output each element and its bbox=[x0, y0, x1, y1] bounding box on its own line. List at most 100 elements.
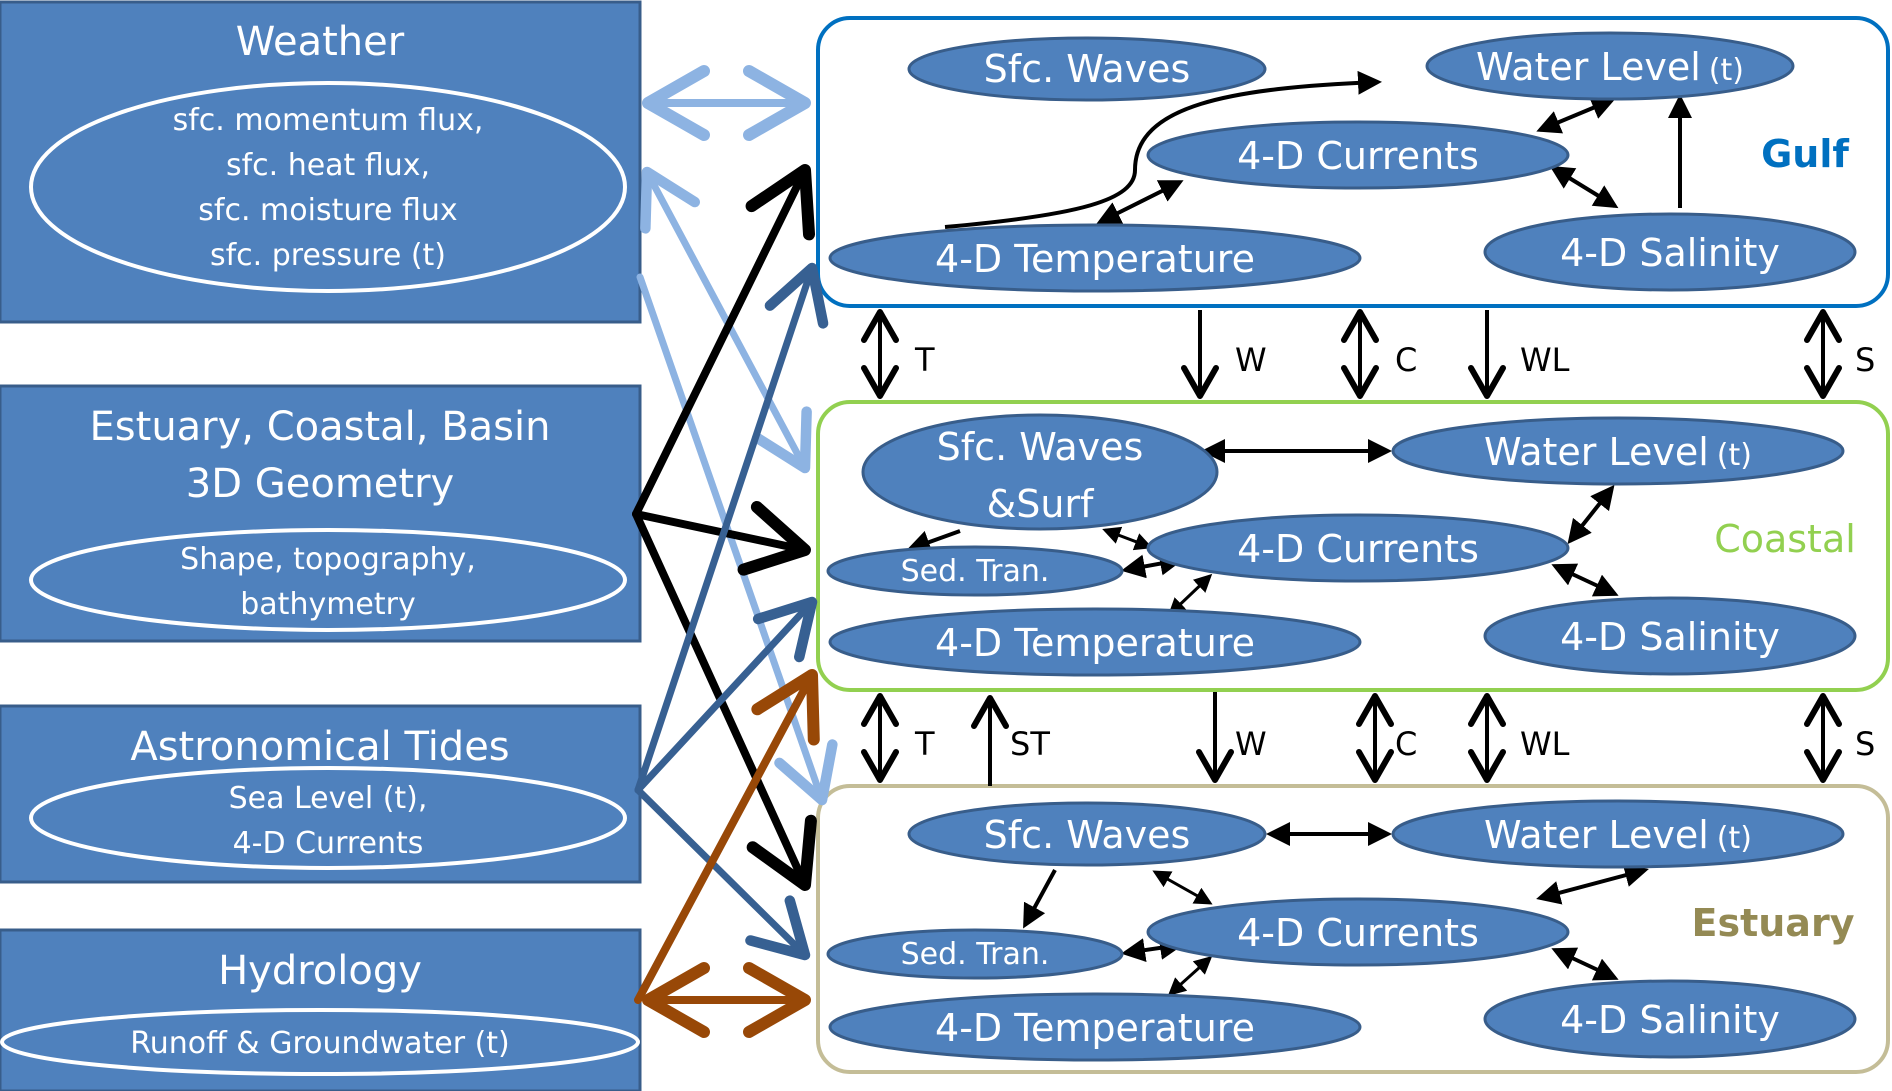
geometry-line-1: Shape, topography, bbox=[180, 542, 476, 577]
tides-to-gulf-arrow bbox=[634, 262, 829, 794]
gulf-currents-label: 4-D Currents bbox=[1237, 134, 1479, 178]
coastal-node-temperature: 4-D Temperature bbox=[828, 607, 1362, 677]
geometry-box: Estuary, Coastal, Basin 3D Geometry Shap… bbox=[0, 384, 642, 643]
exchange-label-w-upper: W bbox=[1235, 341, 1267, 379]
gulf-temp-to-waterlevel-arrow bbox=[944, 70, 1382, 229]
gulf-label: Gulf bbox=[1761, 132, 1849, 176]
geometry-to-gulf-arrow bbox=[632, 164, 816, 518]
gulf-temp-currents-arrow bbox=[1096, 180, 1184, 224]
coastal-waterlevel-currents-arrow bbox=[1567, 484, 1615, 545]
exchange-label-c-lower: C bbox=[1395, 725, 1417, 763]
exchange-label-s-upper: S bbox=[1855, 341, 1875, 379]
exchange-label-s-lower: S bbox=[1855, 725, 1875, 763]
estuary-label: Estuary bbox=[1692, 901, 1855, 945]
weather-title: Weather bbox=[236, 19, 405, 65]
tides-line-1: Sea Level (t), bbox=[229, 781, 428, 816]
coastal-node-salinity: 4-D Salinity bbox=[1483, 596, 1857, 676]
coastal-node-waves: Sfc. Waves &Surf bbox=[861, 413, 1219, 531]
exchange-label-wl-upper: WL bbox=[1520, 341, 1570, 379]
gulf-waves-label: Sfc. Waves bbox=[984, 47, 1191, 91]
exchange-arrows-upper bbox=[861, 309, 1842, 399]
exchange-label-t-lower: T bbox=[914, 725, 935, 763]
coastal-label: Coastal bbox=[1714, 517, 1856, 561]
coastal-water-level-label: Water Level bbox=[1484, 430, 1709, 474]
tides-to-coastal-arrow bbox=[634, 596, 818, 794]
gulf-node-waves: Sfc. Waves bbox=[907, 36, 1267, 102]
coastal-waves-label-1: Sfc. Waves bbox=[937, 425, 1144, 469]
hydrology-to-coastal-arrow bbox=[634, 669, 820, 1004]
estuary-node-waves: Sfc. Waves bbox=[907, 801, 1267, 867]
estuary-salinity-label: 4-D Salinity bbox=[1560, 998, 1780, 1042]
tides-to-estuary-arrow bbox=[634, 786, 811, 961]
estuary-waves-to-sed-arrow bbox=[1023, 869, 1057, 929]
weather-line-2: sfc. heat flux, bbox=[226, 148, 430, 183]
estuary-node-sed: Sed. Tran. bbox=[826, 928, 1124, 980]
input-arrows bbox=[632, 65, 838, 1038]
coastal-sed-label: Sed. Tran. bbox=[901, 554, 1050, 589]
estuary-node-water-level: Water Level (t) bbox=[1391, 799, 1845, 869]
gulf-salinity-label: 4-D Salinity bbox=[1560, 231, 1780, 275]
weather-line-1: sfc. momentum flux, bbox=[173, 103, 484, 138]
estuary-node-salinity: 4-D Salinity bbox=[1483, 979, 1857, 1059]
weather-to-coastal-arrow bbox=[640, 166, 812, 474]
estuary-waves-currents-arrow bbox=[1152, 870, 1213, 905]
svg-text:Water Level(t): Water Level (t) bbox=[1484, 430, 1752, 474]
coastal-salinity-label: 4-D Salinity bbox=[1560, 615, 1780, 659]
gulf-node-temperature: 4-D Temperature bbox=[828, 223, 1362, 293]
exchange-arrows-lower bbox=[861, 692, 1842, 786]
gulf-node-currents: 4-D Currents bbox=[1146, 120, 1570, 190]
coastal-temperature-label: 4-D Temperature bbox=[935, 621, 1255, 665]
geometry-title-line-1: Estuary, Coastal, Basin bbox=[90, 404, 551, 450]
exchange-label-wl-lower: WL bbox=[1520, 725, 1570, 763]
exchange-label-t-upper: T bbox=[914, 341, 935, 379]
estuary-currents-waterlevel-arrow bbox=[1536, 863, 1649, 905]
coastal-waves-label-2: &Surf bbox=[987, 482, 1095, 526]
estuary-water-level-label: Water Level bbox=[1484, 813, 1709, 857]
hydrology-title: Hydrology bbox=[218, 948, 422, 994]
coastal-waves-to-sed-arrow bbox=[906, 529, 961, 554]
gulf-internal-arrows bbox=[944, 70, 1692, 229]
estuary-waves-label: Sfc. Waves bbox=[984, 813, 1191, 857]
exchange-label-st-lower: ST bbox=[1010, 725, 1050, 763]
coastal-waves-currents-arrow bbox=[1102, 526, 1153, 551]
tides-ellipse bbox=[29, 766, 627, 870]
estuary-sed-label: Sed. Tran. bbox=[901, 937, 1050, 972]
estuary-currents-label: 4-D Currents bbox=[1237, 911, 1479, 955]
coastal-water-level-suffix: (t) bbox=[1717, 438, 1752, 473]
estuary-currents-salinity-arrow bbox=[1551, 947, 1619, 981]
coastal-currents-salinity-arrow bbox=[1551, 563, 1619, 597]
hydrology-line-1: Runoff & Groundwater (t) bbox=[130, 1026, 510, 1061]
estuary-temp-currents-arrow bbox=[1167, 955, 1213, 997]
svg-text:Water Level(t): Water Level (t) bbox=[1476, 45, 1744, 89]
coastal-currents-label: 4-D Currents bbox=[1237, 527, 1479, 571]
weather-ellipse bbox=[29, 81, 627, 293]
coastal-temp-currents-arrow bbox=[1167, 573, 1213, 617]
tides-box: Astronomical Tides Sea Level (t), 4-D Cu… bbox=[0, 704, 642, 884]
estuary-node-temperature: 4-D Temperature bbox=[828, 992, 1362, 1062]
coastal-node-water-level: Water Level (t) bbox=[1391, 416, 1845, 486]
estuary-water-level-suffix: (t) bbox=[1717, 821, 1752, 856]
geometry-line-2: bathymetry bbox=[240, 587, 416, 622]
geometry-title-line-2: 3D Geometry bbox=[186, 461, 454, 507]
hydrology-ellipse bbox=[0, 1008, 640, 1076]
gulf-water-level-label: Water Level bbox=[1476, 45, 1701, 89]
gulf-node-water-level: Water Level (t) bbox=[1425, 31, 1795, 101]
hydrology-box: Hydrology Runoff & Groundwater (t) bbox=[0, 928, 642, 1091]
estuary-temperature-label: 4-D Temperature bbox=[935, 1006, 1255, 1050]
gulf-water-level-suffix: (t) bbox=[1709, 53, 1744, 88]
gulf-temperature-label: 4-D Temperature bbox=[935, 237, 1255, 281]
geometry-ellipse bbox=[29, 528, 627, 632]
coastal-node-currents: 4-D Currents bbox=[1146, 513, 1570, 583]
estuary-node-currents: 4-D Currents bbox=[1146, 897, 1570, 967]
svg-text:Water Level(t): Water Level (t) bbox=[1484, 813, 1752, 857]
weather-line-3: sfc. moisture flux bbox=[198, 193, 457, 228]
coastal-node-sed: Sed. Tran. bbox=[826, 545, 1124, 597]
tides-line-2: 4-D Currents bbox=[233, 826, 424, 861]
exchange-label-c-upper: C bbox=[1395, 341, 1417, 379]
weather-box: Weather sfc. momentum flux, sfc. heat fl… bbox=[0, 0, 642, 324]
gulf-currents-salinity-arrow bbox=[1549, 165, 1619, 209]
tides-title: Astronomical Tides bbox=[130, 724, 509, 770]
exchange-label-w-lower: W bbox=[1235, 725, 1267, 763]
weather-line-4: sfc. pressure (t) bbox=[210, 238, 446, 273]
